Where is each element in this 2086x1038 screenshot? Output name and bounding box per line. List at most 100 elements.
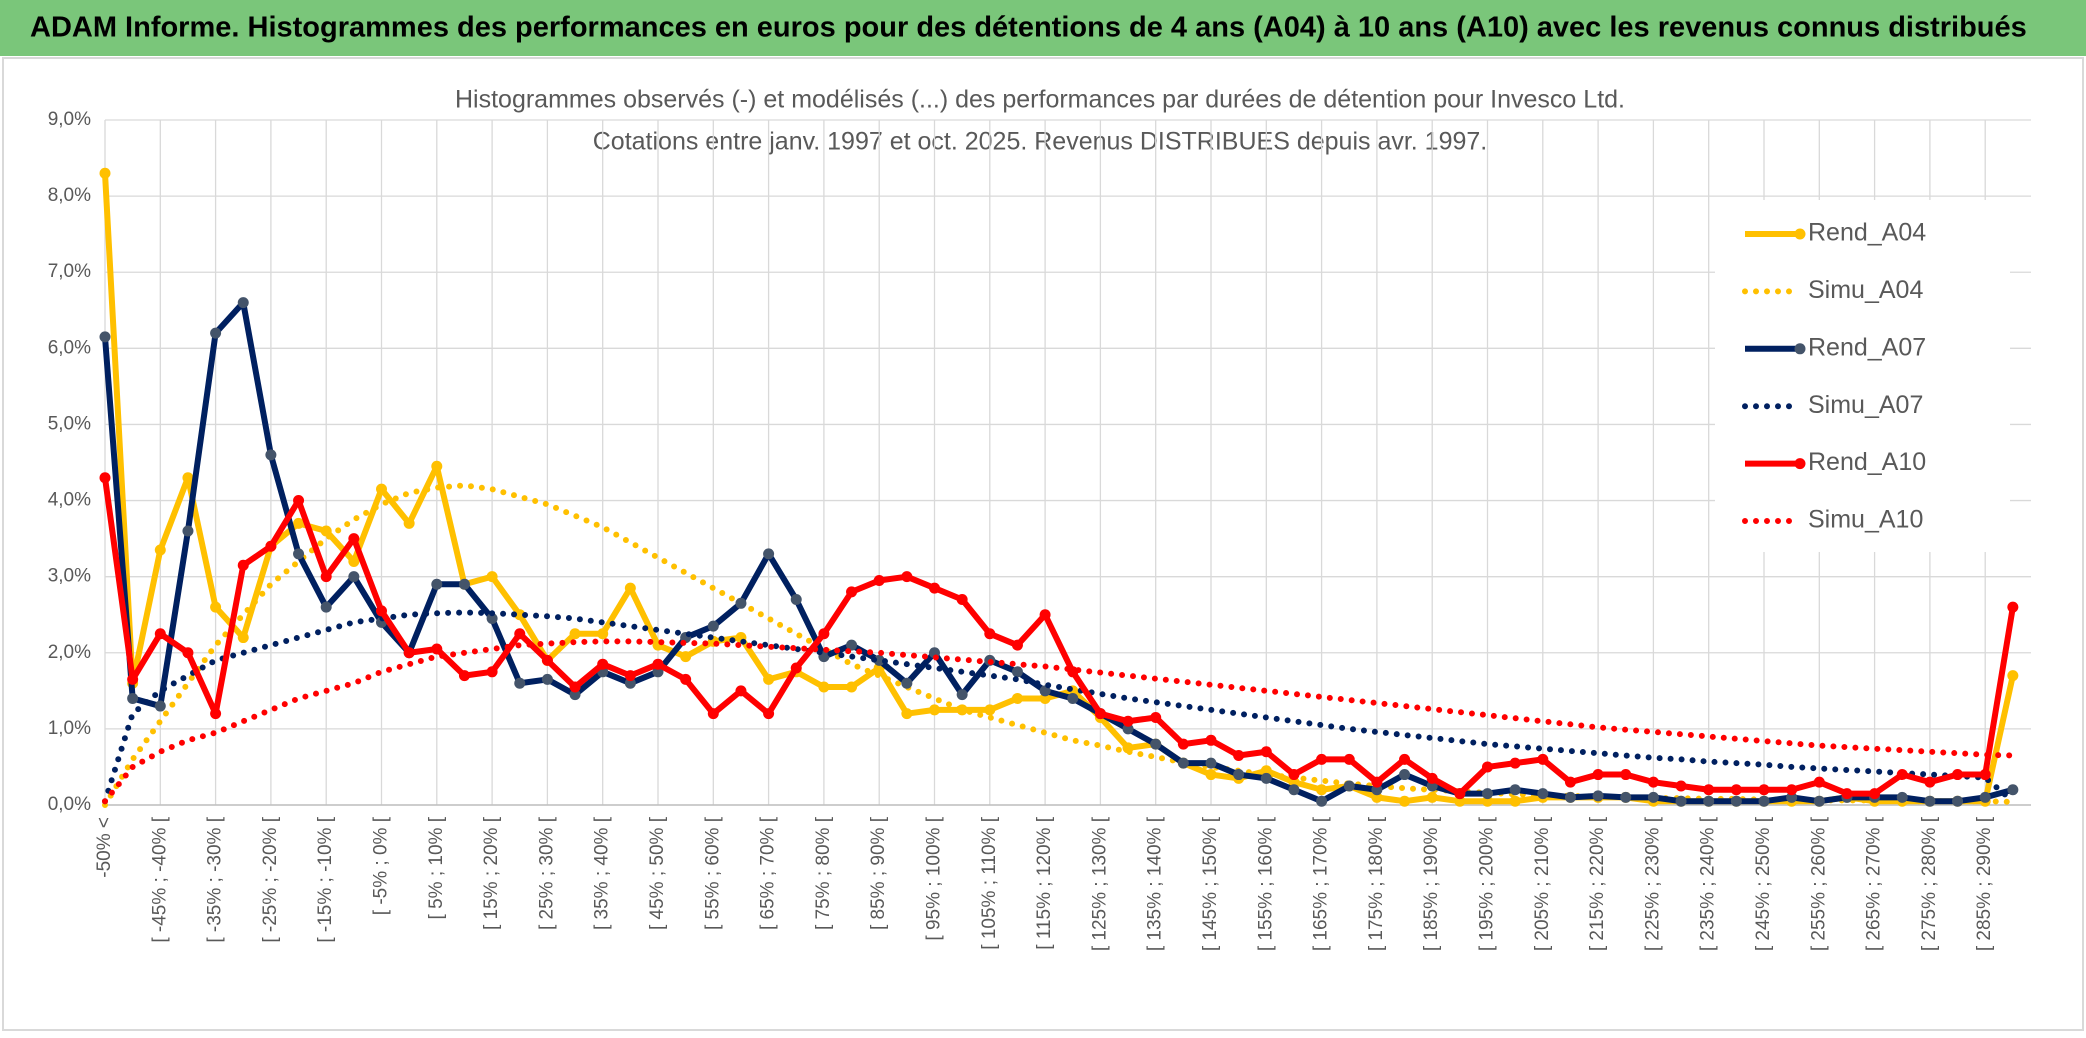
data-point [376, 605, 387, 617]
data-point [99, 331, 111, 343]
data-point [1509, 757, 1521, 769]
y-tick-label: 3,0% [48, 566, 91, 587]
x-tick-label: [ 265% ; 270% [ [1864, 816, 1885, 951]
data-point [1564, 791, 1576, 803]
data-point [1150, 711, 1162, 723]
x-tick-label: [ 255% ; 260% [ [1808, 816, 1829, 951]
data-point [818, 628, 830, 640]
data-point [901, 708, 913, 720]
data-point [1150, 738, 1162, 750]
x-tick-label: [ 65% ; 70% [ [758, 816, 779, 930]
x-tick-label: [ 25% ; 30% [ [536, 816, 557, 930]
legend-label: Simu_A07 [1808, 391, 1923, 419]
x-tick-label: [ 75% ; 80% [ [813, 816, 834, 930]
data-point [1011, 666, 1023, 678]
legend-label: Simu_A10 [1808, 506, 1923, 534]
data-point [237, 297, 249, 309]
data-point [1786, 784, 1798, 796]
data-point [154, 628, 166, 640]
data-point [1647, 776, 1659, 788]
data-point [1675, 795, 1687, 807]
legend-marker [1794, 458, 1806, 470]
data-point [1426, 791, 1438, 803]
y-tick-label: 2,0% [48, 642, 91, 663]
data-point [1758, 784, 1770, 796]
data-point [1841, 788, 1853, 800]
data-point [541, 673, 553, 685]
x-tick-label: [ 215% ; 220% [ [1587, 816, 1608, 951]
data-point [1592, 790, 1604, 802]
data-point [514, 609, 526, 621]
y-tick-label: 5,0% [48, 413, 91, 434]
data-point [873, 574, 885, 586]
x-tick-label: [ 155% ; 160% [ [1255, 816, 1276, 951]
data-point [680, 673, 692, 685]
data-point [873, 654, 885, 666]
data-point [846, 681, 858, 693]
data-point [431, 460, 443, 472]
page-title: ADAM Informe. Histogrammes des performan… [30, 12, 2027, 44]
data-point [210, 708, 222, 720]
data-point [763, 548, 775, 560]
data-point [403, 647, 415, 659]
data-point [1482, 788, 1493, 800]
legend-marker [1794, 228, 1806, 240]
x-tick-label: [ 55% ; 60% [ [702, 816, 723, 930]
data-point [1260, 746, 1272, 758]
data-point [1454, 788, 1466, 800]
data-point [1371, 776, 1383, 788]
data-point [1399, 753, 1411, 765]
data-point [956, 689, 968, 701]
data-point [790, 662, 802, 674]
x-tick-label: [ 35% ; 40% [ [592, 816, 613, 930]
data-point [790, 594, 802, 605]
data-point [154, 700, 166, 712]
data-point [569, 628, 581, 640]
data-point [763, 708, 775, 720]
x-tick-label: [ 125% ; 130% [ [1089, 816, 1110, 951]
data-point [1647, 791, 1659, 803]
x-tick-label: [ 275% ; 280% [ [1919, 816, 1940, 951]
data-point [1233, 769, 1245, 781]
data-point [1482, 795, 1493, 807]
data-point [624, 582, 636, 594]
data-point [2007, 670, 2019, 682]
data-point [431, 578, 443, 590]
data-point [956, 594, 968, 605]
data-point [1537, 753, 1549, 765]
data-point [1177, 738, 1189, 750]
x-tick-label: [ -25% ; -20% [ [260, 816, 281, 942]
data-point [486, 613, 498, 625]
x-tick-label: [ 205% ; 210% [ [1532, 816, 1553, 951]
data-point [624, 677, 636, 689]
x-tick-label: [ 235% ; 240% [ [1698, 816, 1719, 951]
data-point [1509, 784, 1521, 796]
data-point [348, 533, 360, 545]
x-tick-label: [ 115% ; 120% [ [1034, 816, 1055, 949]
data-point [735, 685, 747, 697]
data-point [2007, 784, 2019, 796]
data-point [182, 647, 194, 659]
data-point [1316, 753, 1328, 765]
data-point [652, 658, 664, 670]
x-tick-label: [ -35% ; -30% [ [205, 816, 226, 942]
y-tick-label: 4,0% [48, 490, 91, 511]
x-tick-label: [ -15% ; -10% [ [315, 816, 336, 942]
data-point [1979, 769, 1991, 781]
data-point [1399, 795, 1411, 807]
series-line [102, 609, 2016, 805]
x-tick-label: [ 5% ; 10% [ [426, 816, 447, 919]
y-tick-label: 9,0% [48, 109, 91, 130]
data-point [1316, 795, 1328, 807]
data-point [1011, 639, 1023, 651]
data-point [1592, 769, 1604, 781]
data-point [1343, 753, 1355, 765]
data-point [320, 601, 332, 613]
x-tick-label: [ 195% ; 200% [ [1477, 816, 1498, 951]
data-point [1620, 769, 1632, 781]
chart-subtitle: Cotations entre janv. 1997 et oct. 2025.… [593, 128, 1488, 156]
legend-label: Simu_A04 [1808, 276, 1923, 304]
data-point [99, 167, 111, 179]
series-line [102, 638, 2016, 805]
data-point [1509, 795, 1521, 807]
